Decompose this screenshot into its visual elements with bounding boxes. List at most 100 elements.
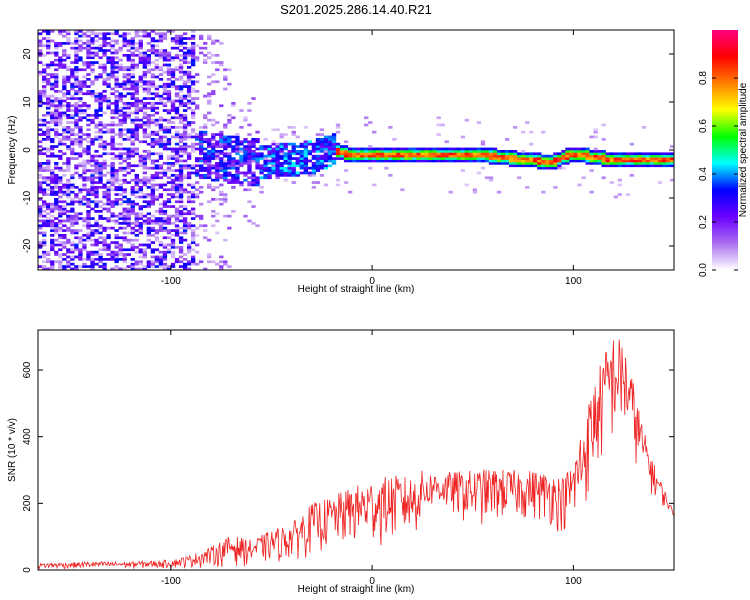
spectrogram-cell [275, 169, 280, 172]
spectrogram-cell [126, 68, 131, 72]
spectrogram-cell [126, 78, 131, 81]
spectrogram-cell [557, 162, 562, 165]
spectrogram-cell [110, 123, 115, 127]
spectrogram-cell [86, 198, 91, 201]
spectrogram-cell [464, 183, 470, 187]
spectrogram-cell [617, 178, 622, 182]
spectrogram-cell [194, 226, 200, 230]
spectrogram-cell [114, 186, 119, 189]
spectrogram-cell [134, 66, 139, 69]
spectrogram-cell [142, 162, 147, 165]
spectrogram-cell [78, 30, 83, 33]
spectrogram-cell [142, 90, 147, 93]
spectrogram-cell [231, 186, 236, 189]
spectrogram-cell [54, 164, 59, 168]
spectrogram-cell [207, 174, 212, 177]
spectrogram-cell [78, 236, 83, 240]
spectrogram-cell [537, 159, 542, 163]
spectrogram-cell [74, 32, 79, 36]
spectrogram-cell [170, 73, 176, 76]
spectrogram-cell [150, 198, 156, 201]
spectrogram-cell [327, 152, 333, 156]
spectrogram-cell [150, 250, 156, 254]
spectrogram-cell [166, 243, 172, 247]
spectrogram-cell [90, 193, 95, 196]
spectrogram-cell [617, 154, 622, 158]
spectrogram-cell [66, 138, 71, 141]
spectrogram-cell [130, 229, 135, 232]
spectrogram-cell [134, 99, 139, 103]
spectrogram-cell [122, 138, 127, 141]
spectrogram-cell [66, 114, 71, 117]
spectrogram-cell [130, 97, 135, 100]
spectrogram-cell [90, 138, 95, 141]
spectrogram-cell [46, 138, 51, 141]
spectrogram-cell [126, 39, 131, 43]
spectrogram-cell [170, 183, 176, 187]
spectrogram-cell [50, 99, 55, 103]
spectrogram-cell [207, 162, 212, 165]
spectrogram-cell [436, 150, 441, 153]
spectrogram-cell [62, 200, 67, 204]
spectrogram-cell [545, 157, 550, 160]
spectrogram-cell [54, 46, 59, 50]
spectrogram-cell [287, 166, 292, 170]
spectrogram-cell [146, 116, 152, 120]
spectrogram-cell [146, 178, 152, 182]
spectrogram-cell [114, 214, 119, 218]
spectrogram-cell [617, 164, 622, 168]
spectrogram-cell [50, 219, 55, 223]
spectrogram-cell [42, 118, 47, 122]
spectrogram-cell [194, 133, 200, 136]
spectrogram-cell [372, 157, 377, 160]
spectrogram-cell [577, 183, 582, 187]
spectrogram-cell [82, 195, 87, 199]
spectrogram-cell [74, 82, 79, 86]
spectrogram-cell [170, 178, 176, 182]
spectrogram-cell [247, 133, 252, 136]
spectrogram-cell [110, 219, 115, 223]
spectrogram-cell [86, 145, 91, 148]
spectrogram-cell [227, 82, 232, 86]
spectrogram-cell [174, 87, 180, 91]
spectrogram-cell [174, 111, 180, 115]
spectrogram-cell [118, 82, 123, 86]
spectrogram-cell [625, 164, 631, 168]
spectrogram-cell [178, 102, 184, 105]
spectrogram-cell [106, 85, 111, 88]
spectrogram-cell [166, 97, 172, 100]
spectrogram-cell [335, 183, 341, 187]
spectrogram-cell [408, 150, 413, 153]
spectrogram-cell [223, 164, 228, 168]
spectrogram-cell [38, 207, 43, 211]
spectrogram-cell [219, 42, 224, 45]
colorbar-tick-label: 0.2 [698, 215, 709, 229]
spectrogram-cell [311, 174, 317, 177]
spectrogram-cell [162, 236, 168, 240]
spectrogram-cell [372, 183, 377, 187]
spectrogram-cell [94, 92, 99, 96]
spectrogram-cell [239, 154, 244, 158]
spectrogram-cell [42, 152, 47, 156]
spectrogram-cell [585, 162, 590, 165]
spectrogram-cell [150, 49, 156, 52]
spectrogram-cell [231, 102, 236, 105]
spectrogram-cell [170, 109, 176, 112]
spectrogram-cell [496, 154, 502, 158]
spectrogram-cell [476, 121, 482, 124]
spectrogram-cell [114, 30, 119, 33]
spectrogram-cell [186, 210, 192, 213]
spectrogram-cell [158, 138, 164, 141]
spectrogram-cell [517, 157, 522, 160]
spectrogram-cell [138, 75, 143, 79]
spectrogram-cell [585, 147, 590, 151]
spectrogram-cell [162, 229, 168, 232]
spectrogram-cell [110, 121, 115, 124]
spectrogram-cell [432, 157, 437, 160]
spectrogram-cell [525, 159, 530, 163]
spectrogram-cell [488, 154, 494, 158]
spectrogram-cell [150, 255, 156, 259]
snr-xtick-label: 0 [369, 576, 375, 587]
spectrogram-cell [182, 37, 188, 40]
spectrogram-cell [146, 238, 152, 242]
